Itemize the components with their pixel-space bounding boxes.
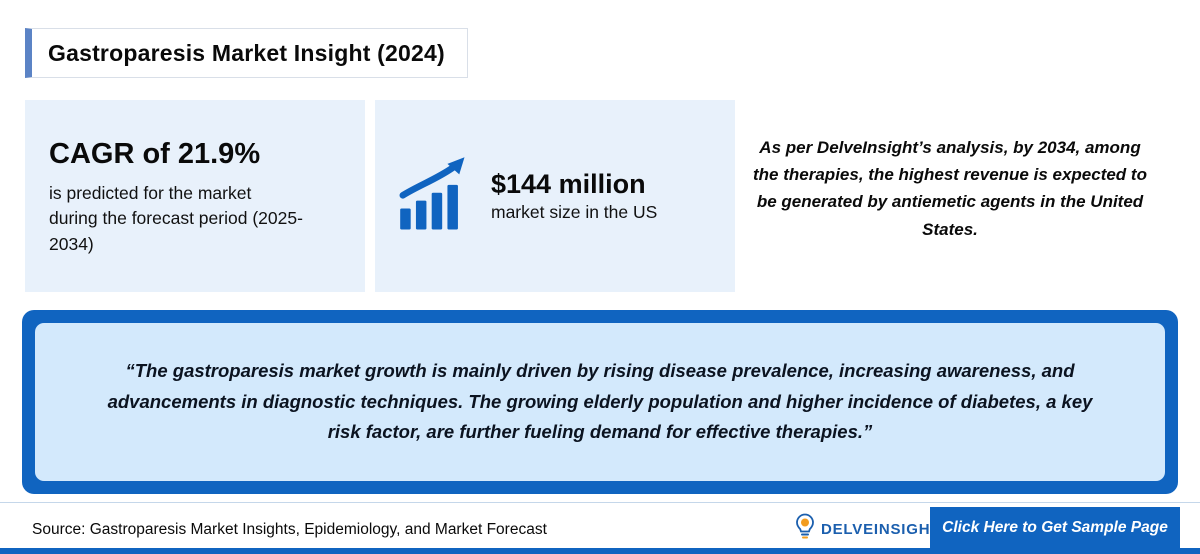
delveinsight-logo-icon: [795, 513, 815, 545]
quote-panel-inner: “The gastroparesis market growth is main…: [35, 323, 1165, 481]
cagr-description: is predicted for the market during the f…: [49, 183, 303, 254]
page-title: Gastroparesis Market Insight (2024): [48, 39, 445, 66]
cagr-card: CAGR of 21.9% is predicted for the marke…: [25, 100, 365, 292]
footer-divider: [0, 502, 1200, 503]
market-size-label: market size in the US: [491, 202, 658, 222]
market-size-card: $144 million market size in the US: [375, 100, 735, 292]
quote-panel: “The gastroparesis market growth is main…: [22, 310, 1178, 494]
source-text: Source: Gastroparesis Market Insights, E…: [32, 521, 547, 538]
sample-page-button-label: Click Here to Get Sample Page: [942, 518, 1168, 536]
growth-chart-icon: [391, 152, 475, 241]
sample-page-button[interactable]: Click Here to Get Sample Page: [930, 507, 1180, 548]
page-title-box: Gastroparesis Market Insight (2024): [25, 28, 468, 78]
quote-text: “The gastroparesis market growth is main…: [107, 360, 1093, 443]
market-size-value: $144 million: [491, 169, 646, 199]
delveinsight-logo: DelveInsight: [795, 513, 940, 545]
cagr-value: CAGR of 21.9%: [49, 138, 261, 170]
analysis-note: As per DelveInsight’s analysis, by 2034,…: [753, 138, 1147, 239]
delveinsight-logo-text: DelveInsight: [821, 520, 941, 538]
market-size-text: $144 million market size in the US: [491, 169, 657, 223]
bottom-strip: [0, 548, 1200, 554]
